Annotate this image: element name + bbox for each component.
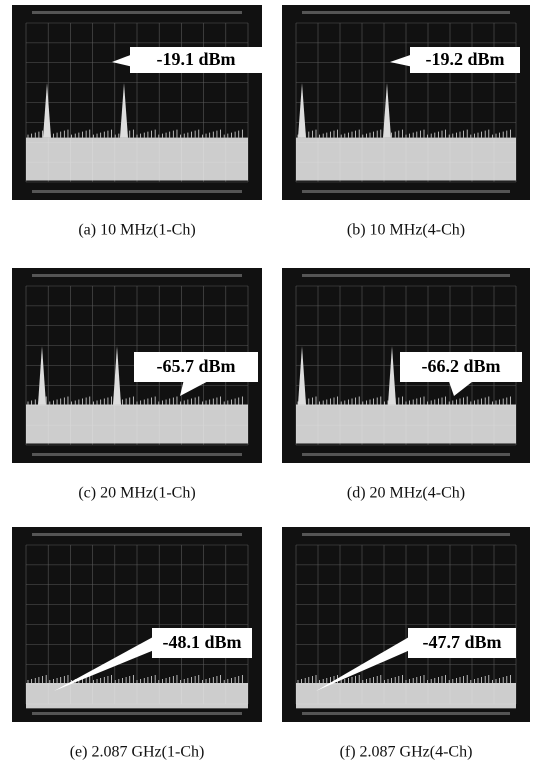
callout-box bbox=[152, 628, 252, 658]
callout-label: -47.7 dBm bbox=[422, 632, 501, 652]
signal-peak bbox=[113, 346, 121, 405]
callout-pointer bbox=[112, 54, 131, 67]
caption: (e) 2.087 GHz(1-Ch) bbox=[70, 744, 205, 761]
callout-label: -19.1 dBm bbox=[156, 49, 235, 69]
noise-floor bbox=[26, 683, 248, 709]
caption: (b) 10 MHz(4-Ch) bbox=[347, 222, 465, 239]
caption: (a) 10 MHz(1-Ch) bbox=[78, 222, 195, 239]
callout-box bbox=[408, 628, 516, 658]
callout-box bbox=[130, 47, 262, 73]
callout-box bbox=[134, 352, 258, 382]
callout-label: -66.2 dBm bbox=[421, 356, 500, 376]
noise-floor bbox=[26, 137, 248, 181]
signal-peak bbox=[43, 83, 51, 138]
panel: -48.1 dBm bbox=[12, 527, 262, 722]
signal-peak bbox=[120, 83, 128, 138]
noise-floor bbox=[296, 404, 516, 444]
caption: (c) 20 MHz(1-Ch) bbox=[78, 485, 195, 502]
signal-peak bbox=[383, 83, 391, 138]
callout-box bbox=[410, 47, 520, 73]
panel: -19.2 dBm bbox=[282, 5, 530, 200]
callout-box bbox=[400, 352, 522, 382]
panel: -66.2 dBm bbox=[282, 268, 530, 463]
callout-pointer bbox=[54, 637, 153, 691]
panel: -19.1 dBm bbox=[12, 5, 262, 200]
callout-label: -65.7 dBm bbox=[156, 356, 235, 376]
panel: -47.7 dBm bbox=[282, 527, 530, 722]
caption: (f) 2.087 GHz(4-Ch) bbox=[340, 744, 473, 761]
noise-floor bbox=[296, 137, 516, 181]
panel: -65.7 dBm bbox=[12, 268, 262, 463]
signal-peak bbox=[388, 346, 396, 405]
signal-peak bbox=[298, 346, 306, 405]
noise-floor bbox=[26, 404, 248, 444]
callout-pointer bbox=[390, 54, 411, 67]
noise-floor bbox=[296, 683, 516, 709]
callout-label: -19.2 dBm bbox=[425, 49, 504, 69]
callout-pointer bbox=[448, 381, 474, 396]
callout-pointer bbox=[180, 381, 209, 396]
callout-pointer bbox=[316, 637, 409, 691]
signal-peak bbox=[38, 346, 46, 405]
caption: (d) 20 MHz(4-Ch) bbox=[347, 485, 465, 502]
signal-peak bbox=[298, 83, 306, 138]
callout-label: -48.1 dBm bbox=[162, 632, 241, 652]
